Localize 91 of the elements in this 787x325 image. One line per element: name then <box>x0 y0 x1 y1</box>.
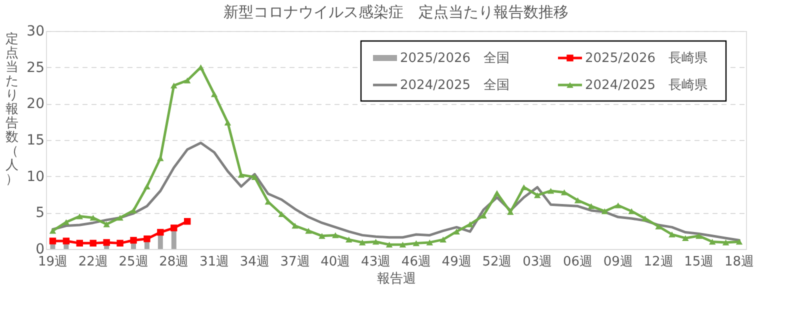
point <box>722 240 730 246</box>
point <box>238 172 245 178</box>
point <box>601 208 608 214</box>
y-tick-label: 0 <box>36 242 44 258</box>
text: 定点当たり報告数（人） <box>6 32 18 187</box>
point <box>466 221 474 228</box>
point <box>358 240 366 246</box>
point <box>103 221 110 228</box>
point <box>62 238 70 244</box>
y-tick-label: 15 <box>26 132 44 148</box>
legend-label: 2024/2025 長崎県 <box>585 78 708 93</box>
x-tick-label: 19週 <box>38 254 68 270</box>
point <box>588 203 595 210</box>
point <box>49 238 56 244</box>
chart-title: 新型コロナウイルス感染症 定点当たり報告数推移 <box>224 3 568 21</box>
point <box>76 240 84 247</box>
point <box>614 202 622 208</box>
point <box>292 222 298 229</box>
x-tick-label: 18週 <box>724 254 754 270</box>
y-tick-label: 25 <box>26 60 44 76</box>
x-tick-label: 49週 <box>442 254 472 270</box>
x-tick-label: 25週 <box>118 254 148 270</box>
point <box>372 238 380 245</box>
x-tick-label: 28週 <box>159 254 189 270</box>
point <box>520 184 528 190</box>
point <box>534 192 541 198</box>
point <box>184 218 191 225</box>
point <box>103 239 110 246</box>
point <box>399 242 406 248</box>
point <box>49 228 56 234</box>
x-tick-label: 22週 <box>78 254 108 270</box>
x-axis-title: 報告週 <box>377 272 416 286</box>
point <box>144 184 150 190</box>
point <box>184 78 191 84</box>
point <box>76 213 84 220</box>
point <box>224 120 232 126</box>
point <box>453 228 460 234</box>
x-tick-label: 09週 <box>603 254 633 270</box>
point <box>574 197 582 204</box>
point <box>116 214 124 221</box>
point <box>251 174 258 180</box>
point <box>560 189 568 196</box>
point <box>386 242 393 248</box>
y-tick-label: 10 <box>26 168 44 185</box>
point <box>547 188 554 194</box>
x-tick-label: 37週 <box>280 254 310 270</box>
point <box>116 240 124 247</box>
point <box>628 208 635 214</box>
point <box>494 190 500 196</box>
point <box>736 238 743 245</box>
point <box>130 236 137 244</box>
point <box>682 235 689 242</box>
point <box>642 216 648 222</box>
point <box>412 240 420 246</box>
point <box>668 232 676 238</box>
point <box>332 232 339 238</box>
x-tick-label: 52週 <box>482 254 512 270</box>
point <box>90 240 96 247</box>
point <box>655 224 662 230</box>
legend-label: 2025/2026 長崎県 <box>585 51 708 66</box>
x-tick-label: 31週 <box>199 254 230 270</box>
point <box>440 236 446 242</box>
x-tick-label: 46週 <box>401 254 431 270</box>
y-tick-label: 20 <box>26 96 44 112</box>
x-tick-label: 34週 <box>240 254 270 270</box>
point <box>696 233 702 239</box>
point <box>170 224 178 232</box>
point <box>264 198 272 205</box>
point <box>210 91 218 98</box>
point <box>130 208 137 214</box>
x-tick-label: 06週 <box>562 254 593 270</box>
point <box>157 228 164 236</box>
point <box>90 214 96 221</box>
x-tick-label: 40週 <box>320 254 350 270</box>
x-tick-label: 12週 <box>644 254 674 270</box>
y-tick-label: 30 <box>26 24 44 40</box>
x-tick-label: 43週 <box>361 254 391 270</box>
point <box>305 228 312 234</box>
point <box>426 240 434 246</box>
point <box>318 233 326 239</box>
point <box>346 236 352 242</box>
y-tick-label: 5 <box>36 205 44 222</box>
point <box>708 238 716 245</box>
legend-label: 2024/2025 全国 <box>400 78 510 93</box>
point <box>144 235 150 242</box>
x-tick-label: 03週 <box>522 254 552 270</box>
point <box>507 209 514 215</box>
legend-label: 2025/2026 全国 <box>400 51 510 66</box>
point <box>480 212 487 218</box>
point <box>170 82 178 88</box>
x-tick-label: 15週 <box>684 254 714 270</box>
